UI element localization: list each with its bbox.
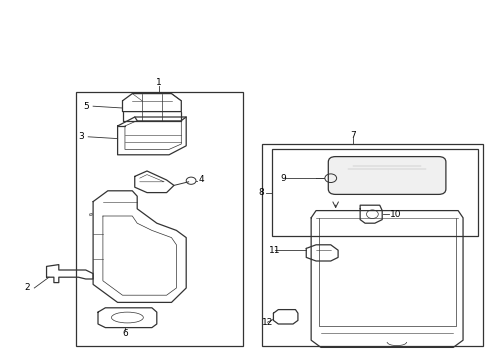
Text: 2: 2: [24, 284, 30, 292]
Text: 5: 5: [83, 102, 89, 111]
Bar: [262, 144, 483, 346]
Text: 12: 12: [262, 318, 273, 327]
Text: 10: 10: [390, 210, 401, 219]
Bar: [76, 92, 243, 346]
Text: 4: 4: [198, 175, 204, 184]
Text: 8: 8: [259, 188, 265, 197]
FancyBboxPatch shape: [328, 157, 446, 194]
Text: 11: 11: [269, 246, 280, 255]
Text: 3: 3: [78, 132, 84, 141]
Text: 9: 9: [280, 174, 286, 183]
Text: 7: 7: [350, 130, 356, 139]
Text: 6: 6: [122, 328, 128, 338]
Text: ø: ø: [89, 212, 93, 217]
Text: 1: 1: [156, 78, 162, 87]
Bar: [272, 149, 478, 236]
